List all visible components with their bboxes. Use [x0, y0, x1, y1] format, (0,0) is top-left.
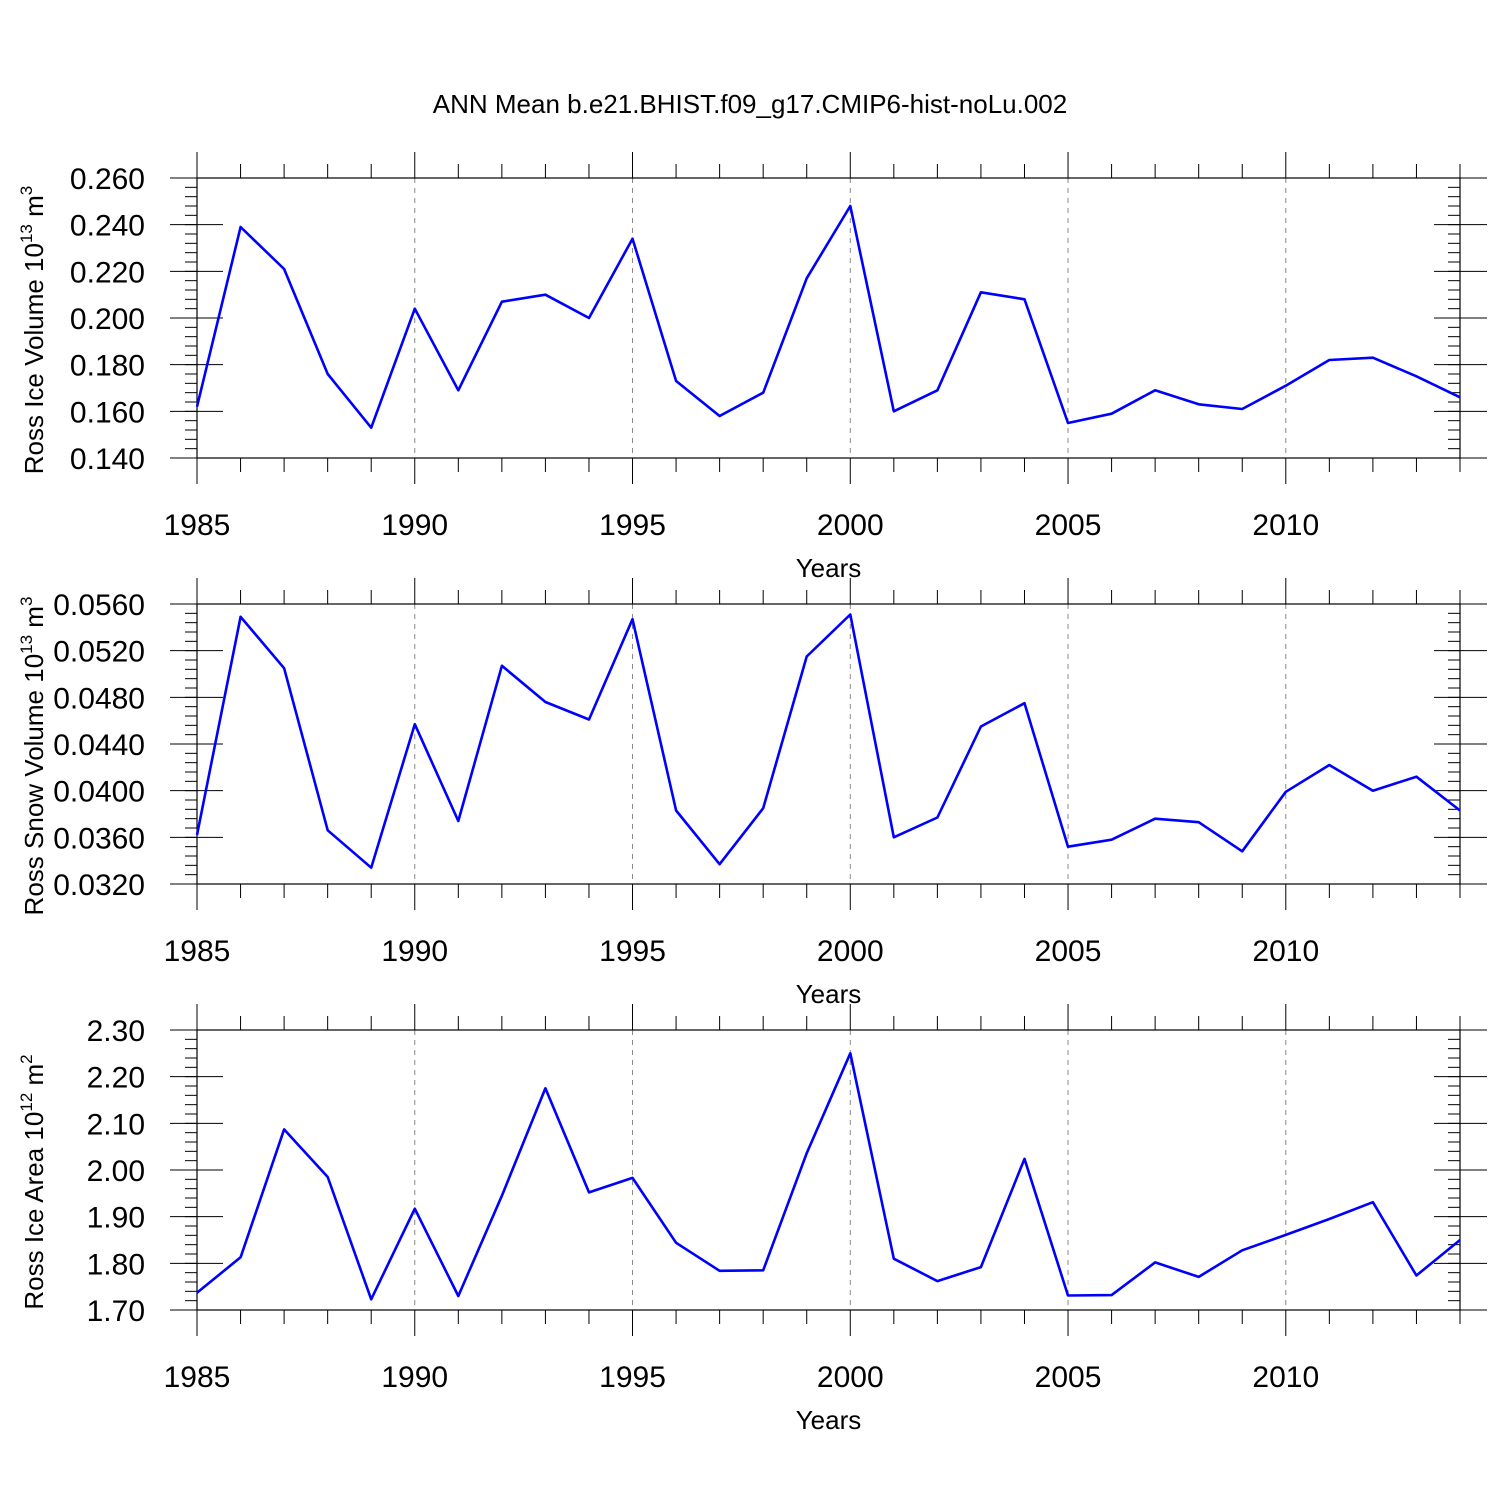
y-tick-label: 2.10 [87, 1108, 145, 1141]
x-tick-label: 2005 [1035, 509, 1102, 542]
y-tick-label: 0.180 [70, 350, 145, 383]
y-label-exponent: 13 [17, 224, 36, 243]
x-axis-label: Years [796, 1405, 862, 1435]
y-tick-label: 0.160 [70, 396, 145, 429]
y-label-unit: m [19, 1064, 49, 1093]
y-tick-label: 0.0480 [53, 682, 145, 715]
x-tick-label: 2000 [817, 935, 884, 968]
x-tick-label: 1990 [381, 509, 448, 542]
figure-title: ANN Mean b.e21.BHIST.f09_g17.CMIP6-hist-… [433, 89, 1067, 119]
y-tick-label: 0.0440 [53, 729, 145, 762]
x-tick-label: 1985 [164, 935, 231, 968]
x-axis-label: Years [796, 979, 862, 1009]
y-tick-label: 0.0560 [53, 589, 145, 622]
x-tick-label: 1985 [164, 509, 231, 542]
y-tick-label: 0.200 [70, 303, 145, 336]
x-tick-label: 2010 [1252, 1361, 1319, 1394]
y-tick-label: 1.70 [87, 1295, 145, 1328]
y-label-unit-exponent: 3 [17, 186, 36, 195]
series-line [195, 613, 1461, 870]
y-label-main: Ross Ice Area 10 [19, 1112, 49, 1310]
plot-frame [196, 603, 1461, 885]
y-tick-label: 1.80 [87, 1248, 145, 1281]
y-label-exponent: 12 [17, 1093, 36, 1112]
y-tick-label: 2.20 [87, 1062, 145, 1095]
series-line [195, 204, 1461, 430]
y-tick-label: 0.0360 [53, 822, 145, 855]
y-tick-label: 0.0520 [53, 636, 145, 669]
plot-frame [196, 1029, 1461, 1311]
y-axis-label: Ross Ice Volume 1013 m3 [17, 186, 49, 475]
y-axis-label: Ross Snow Volume 1013 m3 [17, 597, 49, 916]
x-tick-label: 2000 [817, 1361, 884, 1394]
snow-volume-panel: 0.0320 0.0360 0.0400 0.0440 0.0480 0.0520 0.05… [17, 578, 1487, 1009]
y-label-main: Ross Ice Volume 10 [19, 243, 49, 474]
y-tick-label: 1.90 [87, 1202, 145, 1235]
ice-area-panel: 1.70 1.80 1.90 2.00 2.10 2.20 2.30 1985 1990 1995… [17, 1004, 1487, 1435]
x-tick-label: 2010 [1252, 509, 1319, 542]
x-tick-label: 2000 [817, 509, 884, 542]
y-tick-label: 0.140 [70, 443, 145, 476]
x-axis-label: Years [796, 553, 862, 583]
y-tick-label: 0.0320 [53, 869, 145, 902]
y-axis-label: Ross Ice Area 1012 m2 [17, 1054, 49, 1309]
y-tick-label: 0.240 [70, 210, 145, 243]
y-label-main: Ross Snow Volume 10 [19, 654, 49, 916]
y-tick-label: 0.260 [70, 163, 145, 196]
y-tick-label: 2.30 [87, 1015, 145, 1048]
series-line [196, 1052, 1461, 1301]
x-tick-label: 2010 [1252, 935, 1319, 968]
x-tick-label: 2005 [1035, 935, 1102, 968]
plot-frame [196, 177, 1461, 459]
x-tick-label: 2005 [1035, 1361, 1102, 1394]
y-label-unit-exponent: 2 [17, 1054, 36, 1063]
y-label-exponent: 13 [17, 635, 36, 654]
x-tick-label: 1990 [381, 935, 448, 968]
y-label-unit: m [19, 606, 49, 635]
x-tick-label: 1995 [599, 935, 666, 968]
x-tick-label: 1995 [599, 509, 666, 542]
y-label-unit-exponent: 3 [17, 597, 36, 606]
y-tick-label: 2.00 [87, 1155, 145, 1188]
y-label-unit: m [19, 195, 49, 224]
y-tick-label: 0.220 [70, 256, 145, 289]
x-tick-label: 1995 [599, 1361, 666, 1394]
x-tick-label: 1990 [381, 1361, 448, 1394]
y-tick-label: 0.0400 [53, 776, 145, 809]
x-tick-label: 1985 [164, 1361, 231, 1394]
ice-volume-panel: 0.140 0.160 0.180 0.200 0.220 0.240 0.260 1985 1… [17, 152, 1487, 583]
